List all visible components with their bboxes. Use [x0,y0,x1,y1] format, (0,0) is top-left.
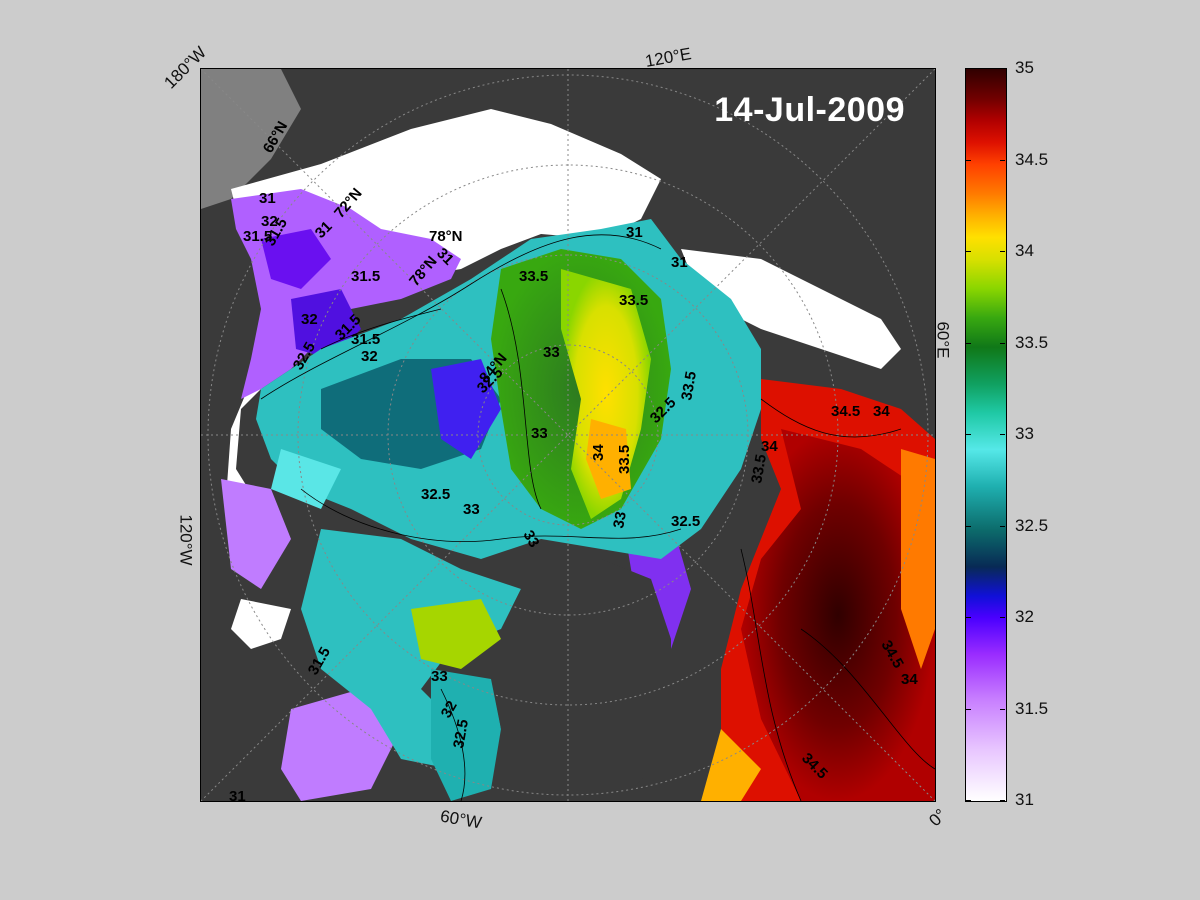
colorbar-tickmark [966,525,971,527]
contour-label: 33 [431,668,448,685]
colorbar-tickmark [1000,251,1005,252]
contour-label: 31.5 [351,268,380,285]
contour-label: 33.5 [619,292,648,309]
colorbar-tick-33-5: 33.5 [1015,332,1049,352]
contour-label: 34 [873,403,890,420]
fresh-west [221,479,291,589]
colorbar-tickmark [966,159,971,161]
contour-label: 31 [229,788,246,801]
archipelago-green [411,599,501,669]
contour-label: 33.5 [616,445,633,474]
contour-label: 32 [301,311,318,328]
colorbar-tick-34-5: 34.5 [1015,149,1049,169]
colorbar-tickmark [966,800,971,801]
contour-label: 32 [361,348,378,365]
lon-label-60e: 60°E [933,321,953,359]
lon-label-60w: 60°W [438,806,484,833]
archipelago-waters [301,529,521,769]
contour-label: 31.5 [243,228,272,245]
contour-label: 32 [261,213,278,230]
salinity-map: 31 32 31.5 31.5 31 31.5 31.5 78°N 32 31.5 32 31 33.5… [200,68,936,802]
atlantic-edge [901,449,935,669]
colorbar-tickmark [1000,342,1005,344]
contour-label: 32.5 [450,718,472,750]
fresh-core [261,229,331,289]
contour-label: 34.5 [831,403,860,420]
colorbar-tickmark [1000,159,1005,161]
contour-label: 33 [463,501,480,518]
contour-label: 33 [531,425,548,442]
lon-label-0: 0° [925,805,951,831]
contour-label: 34 [761,438,778,455]
colorbar-tickmark [966,708,971,710]
colorbar-tick-32: 32 [1015,607,1034,626]
sea-ice-east [681,249,901,369]
sea-ice-west [231,599,291,649]
lon-label-120w: 120°W [176,514,196,566]
fresh-southwest [281,689,401,801]
orange-core [586,419,631,499]
colorbar-tick-35: 35 [1015,58,1034,77]
basin-fresh-core [431,359,501,459]
land-patch [201,69,301,209]
contour-label: 31 [259,190,276,207]
colorbar-tickmark [1000,800,1005,801]
contours [260,234,935,801]
contour-label: 31 [626,224,643,241]
colorbar-tick-31-5: 31.5 [1015,698,1049,718]
contour-label: 33.5 [519,268,548,285]
greenland [491,559,671,801]
contour-label: 31 [671,254,688,271]
contour-label: 33 [543,344,560,361]
colorbar-tickmark [966,434,971,435]
contour-label: 31.5 [351,331,380,348]
colorbar-tickmark [1000,68,1005,69]
atlantic-edge-south [701,729,761,801]
contour-label: 33.5 [678,370,700,402]
contour-label: 34 [590,444,607,461]
baffin-bay [431,669,501,801]
contour-label: 32.5 [421,486,450,503]
colorbar [965,68,1007,802]
colorbar-tickmark [966,68,971,69]
colorbar-tick-34: 34 [1015,241,1034,260]
contour-label: 32.5 [671,513,700,530]
colorbar-tickmark [966,342,971,344]
atlantic-core [741,429,935,801]
colorbar-tickmark [1000,525,1005,527]
date-label: 14-Jul-2009 [714,91,905,129]
contour-label: 78°N [429,228,463,245]
colorbar-tickmark [1000,617,1005,618]
colorbar-tickmark [1000,434,1005,435]
colorbar-tickmark [1000,708,1005,710]
contour-label: 32 [438,698,461,721]
contour-label: 33.5 [748,453,770,485]
colorbar-tickmark [966,617,971,618]
contour-label: 33 [610,510,630,529]
colorbar-tick-33: 33 [1015,424,1034,443]
contour-label: 34 [901,671,918,688]
graticule [201,69,935,801]
colorbar-tickmark [966,251,971,252]
colorbar-tick-31: 31 [1015,790,1034,809]
basin-light [271,449,341,509]
colorbar-tick-32-5: 32.5 [1015,515,1049,535]
high-salinity-ridge [561,269,651,519]
contour-label: 33 [520,528,543,551]
